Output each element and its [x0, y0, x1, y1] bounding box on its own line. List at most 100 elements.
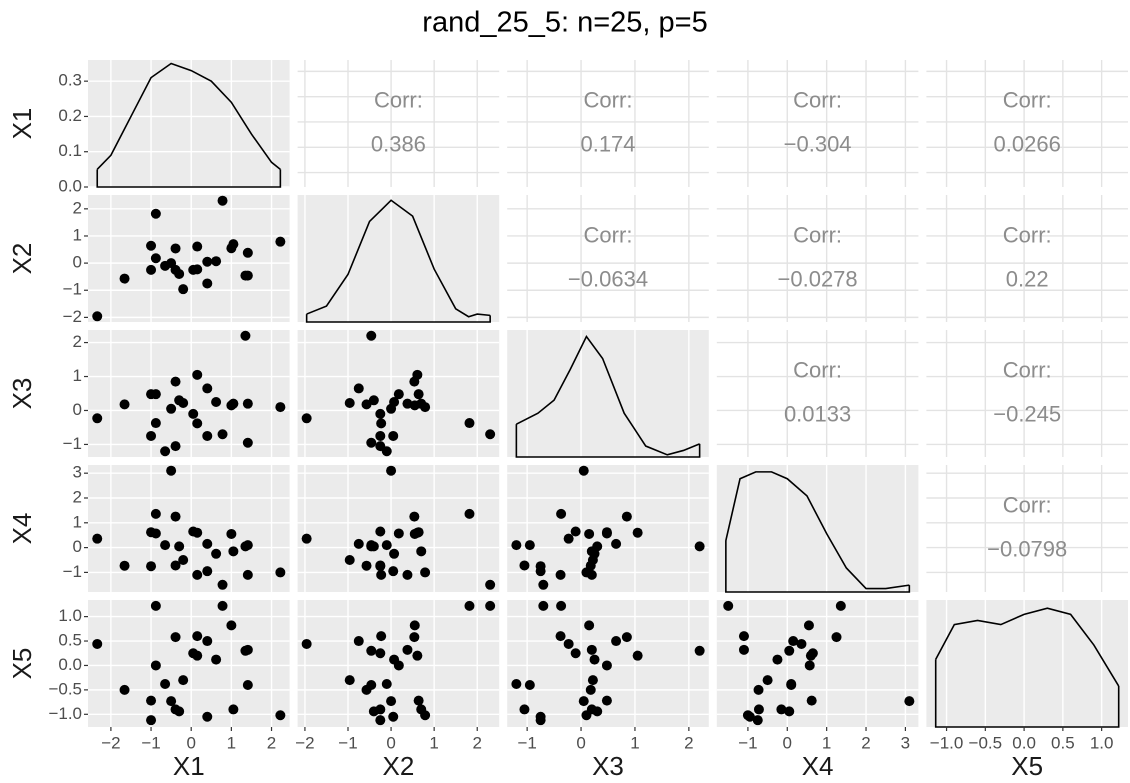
corr-value: 0.386	[371, 131, 426, 156]
scatter-point	[178, 555, 189, 566]
scatter-point	[386, 465, 397, 476]
scatter-point	[160, 446, 171, 457]
scatter-point	[150, 528, 161, 539]
density-line	[725, 471, 910, 590]
scatter-point	[160, 260, 171, 271]
scatter-point	[146, 695, 157, 706]
x-strip-label: X1	[173, 751, 205, 781]
scatter-point	[344, 398, 355, 409]
scatter-point	[586, 704, 597, 715]
scatter-point	[601, 695, 612, 706]
panel-background	[88, 60, 290, 187]
scatter-point	[578, 696, 589, 707]
scatter-point	[275, 710, 286, 721]
y-tick-label: 0.0	[58, 176, 82, 195]
scatter-point	[388, 430, 399, 441]
corr-value: 0.22	[1006, 266, 1049, 291]
scatter-point	[388, 711, 399, 722]
scatter-point	[578, 465, 589, 476]
scatter-point	[723, 600, 734, 611]
scatter-point	[150, 208, 161, 219]
scatter-point	[519, 560, 530, 571]
scatter-point	[170, 632, 181, 643]
x-tick-label: 2	[861, 733, 870, 752]
scatter-point	[217, 600, 228, 611]
scatter-point	[786, 679, 797, 690]
density-baseline	[515, 424, 701, 458]
scatter-point	[511, 679, 522, 690]
scatter-point	[589, 654, 600, 665]
corr-label: Corr:	[584, 87, 633, 112]
scatter-point	[389, 396, 400, 407]
scatter-point	[584, 620, 595, 631]
panel-background	[926, 330, 1128, 457]
scatter-point	[275, 236, 286, 247]
corr-value: −0.304	[784, 131, 852, 156]
x-tick-label: 0	[576, 733, 585, 752]
scatter-point	[178, 284, 189, 295]
scatter-point	[192, 369, 203, 380]
panel-background	[88, 195, 290, 322]
scatter-point	[368, 706, 379, 717]
scatter-point	[806, 695, 817, 706]
y-tick-label: −2	[63, 307, 82, 326]
scatter-point	[92, 638, 103, 649]
scatter-point	[381, 540, 392, 551]
scatter-point	[242, 569, 253, 580]
scatter-point	[376, 418, 387, 429]
corr-value: −0.0634	[568, 266, 648, 291]
y-strip-label: X4	[7, 513, 37, 545]
scatter-point	[192, 650, 203, 661]
panel-background	[88, 465, 290, 592]
x-tick-label: 1	[822, 733, 831, 752]
scatter-point	[586, 546, 597, 557]
scatter-point	[275, 567, 286, 578]
scatter-point	[178, 398, 189, 409]
scatter-point	[524, 679, 535, 690]
x-strip-label: X2	[382, 751, 414, 781]
scatter-point	[409, 632, 420, 643]
scatter-point	[375, 408, 386, 419]
y-tick-label: −1	[63, 562, 82, 581]
scatter-point	[301, 638, 312, 649]
corr-label: Corr:	[1003, 492, 1052, 517]
scatter-point	[555, 569, 566, 580]
panel-background	[926, 195, 1128, 322]
x-tick-label: −0.5	[969, 733, 1003, 752]
scatter-point	[202, 383, 213, 394]
y-tick-label: −1	[63, 280, 82, 299]
scatter-point	[375, 441, 386, 452]
scatter-point	[170, 441, 181, 452]
scatter-point	[389, 654, 400, 665]
scatter-point	[301, 413, 312, 424]
scatter-point	[211, 256, 222, 267]
scatter-point	[519, 704, 530, 715]
x-tick-label: 2	[472, 733, 481, 752]
scatter-point	[632, 650, 643, 661]
scatter-point	[535, 566, 546, 577]
scatter-point	[366, 330, 377, 341]
x-tick-label: 1.0	[1090, 733, 1114, 752]
scatter-point	[228, 239, 239, 250]
scatter-point	[166, 696, 177, 707]
scatter-point	[784, 645, 795, 656]
y-tick-label: 0.5	[58, 631, 82, 650]
scatter-point	[228, 704, 239, 715]
panel-background	[926, 600, 1128, 727]
density-baseline	[305, 314, 491, 323]
x-tick-label: 1	[630, 733, 639, 752]
density-baseline	[934, 659, 1120, 728]
scatter-point	[211, 654, 222, 665]
scatter-point	[150, 660, 161, 671]
y-tick-label: −0.5	[48, 679, 82, 698]
panel-background	[88, 330, 290, 457]
scatter-point	[202, 278, 213, 289]
corr-value: −0.0278	[778, 266, 858, 291]
scatter-point	[611, 636, 622, 647]
scatter-point	[92, 533, 103, 544]
panel-background	[507, 195, 709, 322]
scatter-point	[632, 527, 643, 538]
scatter-point	[174, 706, 185, 717]
y-tick-label: 2	[73, 198, 82, 217]
scatter-point	[762, 675, 773, 686]
